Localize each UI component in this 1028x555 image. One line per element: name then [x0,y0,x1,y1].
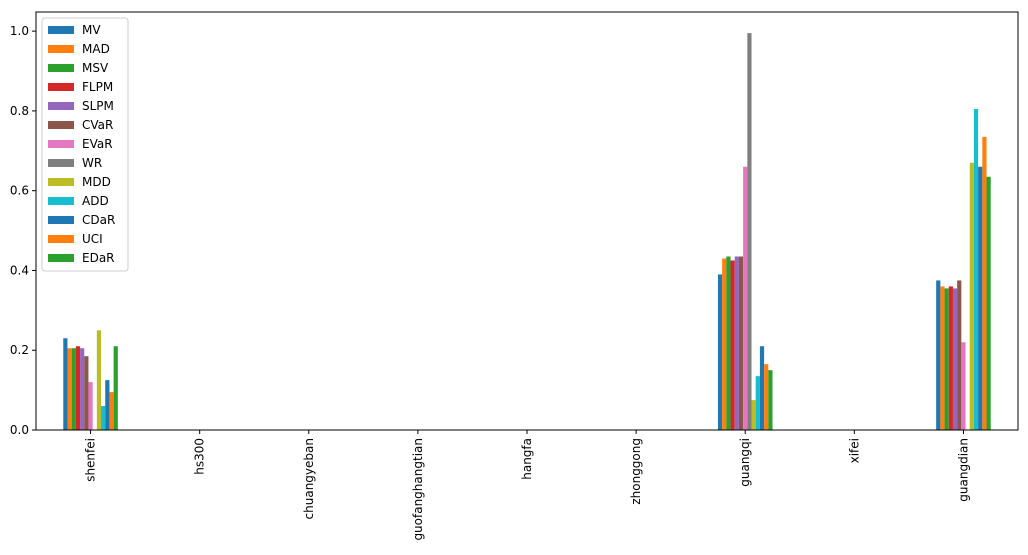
bar [952,288,958,430]
bar [948,286,953,430]
legend-swatch [48,121,74,129]
bar [730,260,735,430]
legend-label: CVaR [82,118,113,132]
legend-label: MAD [82,42,110,56]
legend-swatch [48,159,74,167]
bar [961,342,966,430]
legend-label: ADD [82,194,109,208]
legend-swatch [48,197,74,205]
x-tick-label: shenfei [84,438,98,482]
bar [80,348,85,430]
y-tick-label: 0.0 [10,423,29,437]
bar [969,162,974,430]
bar [101,406,106,430]
bar [71,348,76,430]
legend-label: MSV [82,61,109,75]
x-tick-label: guangqi [738,438,752,487]
y-tick-label: 0.6 [10,184,29,198]
bar [113,346,118,430]
bar [982,136,987,430]
bar [768,370,773,430]
legend-label: MDD [82,175,111,189]
legend-label: CDaR [82,213,115,227]
x-tick-label: guangdian [956,438,970,502]
legend-label: MV [82,23,101,37]
bar [63,338,68,430]
legend-swatch [48,254,74,262]
bar [944,288,949,430]
legend-box [41,17,129,272]
bar [751,400,756,430]
x-tick-label: hangfa [520,438,534,480]
bar [755,376,760,430]
bar [105,380,110,430]
x-tick-label: xifei [847,438,861,463]
bar [84,356,89,430]
bar [726,256,731,430]
bar [986,176,991,430]
bar [75,346,81,430]
bar [978,166,983,430]
legend-label: EVaR [82,137,113,151]
legend-label: EDaR [82,251,115,265]
legend-swatch [48,216,74,224]
bar [734,256,739,430]
x-tick-label: zhonggong [629,438,643,505]
x-tick-label: guofanghangtian [411,438,425,541]
legend-swatch [48,235,74,243]
legend-swatch [48,45,74,53]
bar [764,364,769,430]
legend-swatch [48,178,74,186]
y-tick-label: 1.0 [10,24,29,38]
bar [759,346,765,430]
bar [747,33,752,430]
legend-swatch [48,83,74,91]
bar [973,108,979,430]
bar [940,286,945,430]
y-tick-label: 0.8 [10,104,29,118]
bar [109,392,114,430]
plot-frame [35,11,1019,431]
legend-label: UCI [82,232,103,246]
legend-label: WR [82,156,102,170]
bar [722,258,727,430]
bar [96,330,102,430]
legend-swatch [48,102,74,110]
bar [936,280,941,430]
bar [738,256,744,430]
legend-swatch [48,140,74,148]
y-tick-label: 0.2 [10,343,29,357]
bar [957,280,962,430]
legend-label: FLPM [82,80,113,94]
legend-swatch [48,26,74,34]
legend-swatch [48,64,74,72]
legend-label: SLPM [82,99,114,113]
x-tick-label: hs300 [193,438,207,475]
x-tick-label: chuangyeban [302,438,316,519]
bar [67,348,72,430]
bar [717,274,723,430]
bar [88,382,93,430]
y-tick-label: 0.4 [10,263,29,277]
bar [743,166,748,430]
